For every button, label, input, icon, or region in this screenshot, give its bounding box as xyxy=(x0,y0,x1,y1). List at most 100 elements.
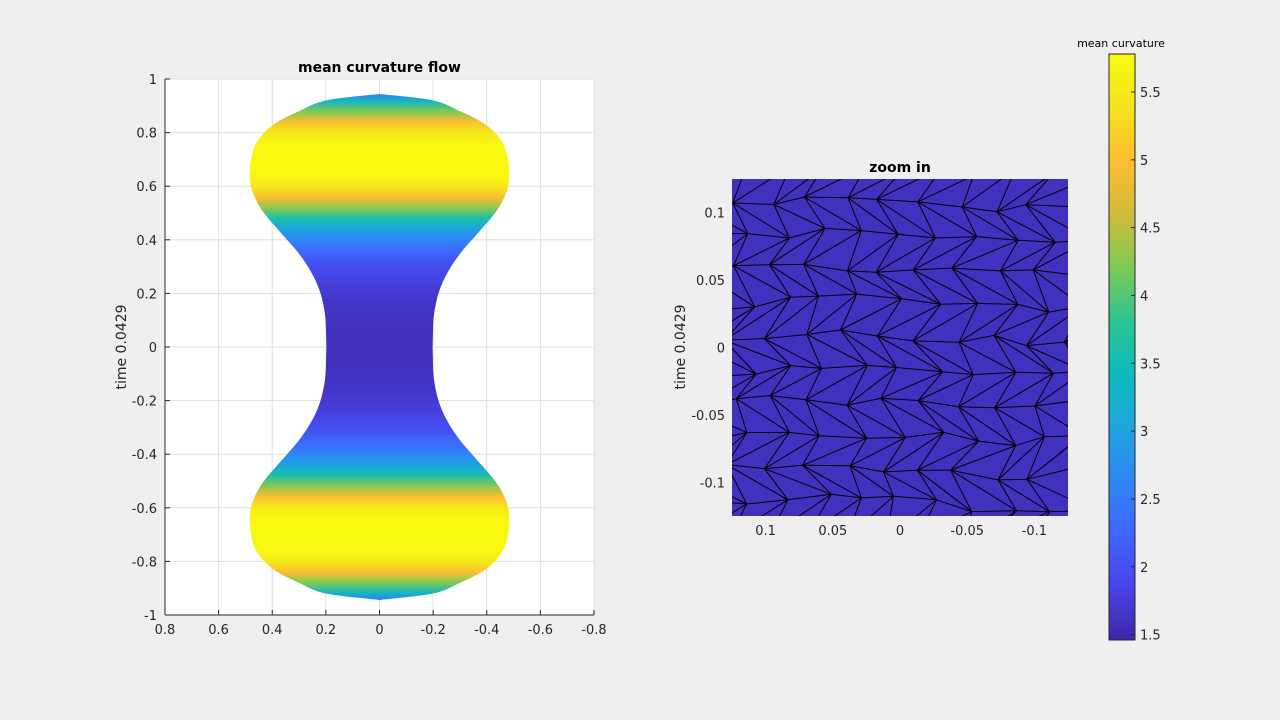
mesh-edge xyxy=(1026,468,1068,480)
colorbar-tick-label: 4 xyxy=(1140,289,1148,304)
mesh-edge xyxy=(735,373,757,400)
mesh-edge xyxy=(803,196,826,229)
mesh-edge xyxy=(993,334,1054,374)
mesh-edge xyxy=(1015,169,1052,174)
mesh-edge xyxy=(976,236,1019,241)
mesh-edge xyxy=(733,265,756,308)
mesh-edge xyxy=(846,367,897,406)
mesh-edge xyxy=(917,201,936,239)
mesh-edge xyxy=(769,237,790,265)
mesh-edge xyxy=(764,468,832,495)
mesh-edge xyxy=(769,365,792,396)
mesh-edge xyxy=(1025,204,1068,229)
mesh-edge xyxy=(876,198,936,239)
mesh-edge xyxy=(1069,274,1083,306)
mesh-edge xyxy=(1048,308,1068,313)
mesh-edge xyxy=(804,196,849,199)
mesh-edge xyxy=(961,206,978,237)
mesh-edge xyxy=(893,495,937,501)
mesh-edge xyxy=(778,499,789,516)
surface-patch[interactable] xyxy=(249,94,510,600)
mesh-edge xyxy=(912,237,936,271)
mesh-edge xyxy=(880,371,943,399)
mesh-edge xyxy=(733,233,749,267)
y-tick-label: 0.8 xyxy=(136,127,157,142)
mesh-edge xyxy=(1069,274,1102,277)
mesh-edge xyxy=(940,302,978,305)
mesh-edge xyxy=(732,432,748,446)
mesh-edge xyxy=(1010,510,1017,516)
mesh-edge xyxy=(883,471,937,501)
zoom-y-tick-label: 0 xyxy=(717,342,725,357)
mesh-edge xyxy=(896,367,943,373)
mesh-edge xyxy=(732,202,790,239)
mesh-edge xyxy=(996,211,1056,243)
mesh-edge xyxy=(747,165,790,166)
mesh-edge xyxy=(958,341,1017,373)
mesh-edge xyxy=(824,227,862,232)
mesh-edge xyxy=(977,302,1018,305)
mesh-edge xyxy=(1034,405,1068,428)
mesh-edge xyxy=(917,400,944,433)
mesh-edge xyxy=(746,499,788,505)
mesh-edge xyxy=(994,407,1045,438)
mesh-edge xyxy=(912,302,978,342)
mesh-edge xyxy=(695,442,709,478)
mesh-edge xyxy=(1038,511,1050,516)
mesh-edge xyxy=(961,206,1019,241)
mesh-edge xyxy=(916,432,945,471)
mesh-edge xyxy=(958,342,974,375)
mesh-edge xyxy=(997,478,1028,481)
mesh-edge xyxy=(912,303,942,342)
main-ticks: 0.8 0.6 0.4 0.2 0 -0.2 -0.4 -0.6 -0.8 1 0.8 0.6 0.4 0… xyxy=(132,73,607,638)
zoom-axes[interactable]: 0.1 0.05 0 -0.05 -0.1 0.1 0.05 0 -0.05 -0.1 zoom … xyxy=(673,160,1132,546)
mesh-edge xyxy=(732,338,765,341)
mesh-edge xyxy=(1053,371,1068,374)
mesh-edge xyxy=(856,293,902,300)
mesh-edge xyxy=(805,368,822,401)
mesh-edge xyxy=(732,474,748,505)
colorbar-tick-label: 3.5 xyxy=(1140,357,1161,372)
mesh-edge xyxy=(823,167,866,169)
mesh-edge xyxy=(1026,478,1068,499)
mesh-edge xyxy=(761,499,789,516)
mesh-edge xyxy=(1069,469,1103,474)
zoom-x-tick-label: 0 xyxy=(896,524,904,539)
mesh-edge xyxy=(770,395,807,401)
mesh-edge xyxy=(1073,401,1105,406)
mesh-edge xyxy=(747,233,790,239)
colorbar-scale[interactable] xyxy=(1108,53,1136,641)
mesh-edge xyxy=(1026,311,1050,346)
mesh-edge xyxy=(821,364,868,369)
mesh-edge xyxy=(840,329,868,366)
mesh-edge xyxy=(733,265,791,298)
mesh-edge xyxy=(764,464,803,470)
y-tick-label: -0.2 xyxy=(132,395,157,410)
mesh-edge xyxy=(1026,316,1068,347)
colorbar[interactable]: 1.5 2 2.5 3 3.5 4 4.5 5 5.5 mean curvature xyxy=(1077,37,1165,644)
mesh-edge xyxy=(732,431,790,463)
main-axes[interactable]: 0.8 0.6 0.4 0.2 0 -0.2 -0.4 -0.6 -0.8 1 0.8 0.6 0.4 0… xyxy=(114,60,607,638)
mesh-edge xyxy=(691,501,708,538)
mesh-edge xyxy=(803,264,819,297)
mesh-edge xyxy=(769,395,790,433)
mesh-edge xyxy=(951,267,1001,272)
zoom-y-tick-label: 0.05 xyxy=(696,274,725,289)
mesh-edge xyxy=(846,404,868,439)
mesh-edge xyxy=(1018,239,1056,243)
mesh-edge xyxy=(951,267,1019,305)
mesh-edge xyxy=(1034,405,1045,437)
mesh-edge xyxy=(733,237,790,267)
x-tick-label: 0.4 xyxy=(262,623,283,638)
mesh-edge xyxy=(883,469,918,473)
mesh-edge xyxy=(1017,303,1049,313)
mesh-edge xyxy=(1033,269,1068,275)
mesh-edge xyxy=(802,464,851,467)
zoom-y-tick-label: 0.1 xyxy=(704,207,725,222)
mesh-edge xyxy=(732,306,755,310)
mesh-edge xyxy=(847,270,858,295)
mesh-edge xyxy=(936,499,972,513)
mesh-edge xyxy=(870,495,894,516)
mesh-edge xyxy=(916,469,937,501)
